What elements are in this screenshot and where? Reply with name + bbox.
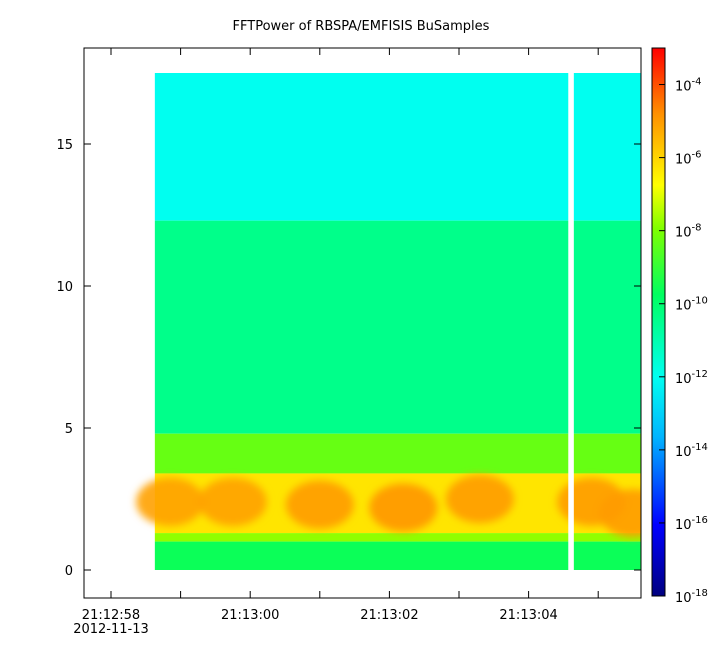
colorbar-ticks: 10-18 10-16 10-14 10-12 10-10 10-8 10-6 10-4 <box>659 77 708 606</box>
colorbar: 10-18 10-16 10-14 10-12 10-10 10-8 10-6 10-4 <box>651 47 708 606</box>
plot-area <box>136 73 641 570</box>
x-tick-label: 21:13:02 <box>360 608 418 623</box>
power-burst <box>198 477 267 526</box>
colorbar-tick-label: 10-14 <box>675 442 708 460</box>
colorbar-tick-label: 10-10 <box>675 296 708 314</box>
power-band <box>154 433 641 474</box>
power-band <box>154 73 641 221</box>
y-tick-label: 10 <box>56 280 73 295</box>
power-burst <box>599 489 641 538</box>
colorbar-tick-label: 10-18 <box>675 588 708 606</box>
colorbar-tick-label: 10-16 <box>675 515 708 533</box>
power-burst <box>445 475 514 523</box>
x-tick-label: 21:13:00 <box>221 608 279 623</box>
x-tick-date-label: 2012-11-13 <box>73 622 149 637</box>
power-burst <box>285 480 354 529</box>
power-band <box>154 533 641 542</box>
y-tick-label: 15 <box>56 138 73 153</box>
power-burst <box>369 483 438 532</box>
colorbar-tick-label: 10-12 <box>675 369 708 387</box>
power-band <box>154 220 641 434</box>
y-tick-label: 0 <box>65 564 73 579</box>
colorbar-tick-label: 10-8 <box>675 223 702 241</box>
y-tick-label: 5 <box>65 422 73 437</box>
power-burst <box>136 477 205 526</box>
data-gap <box>568 73 574 570</box>
colorbar-tick-label: 10-6 <box>675 150 702 168</box>
colorbar-scale <box>651 47 666 597</box>
power-bursts <box>136 475 641 538</box>
x-tick-label: 21:12:58 <box>82 608 140 623</box>
chart-title: FFTPower of RBSPA/EMFISIS BuSamples <box>233 19 490 34</box>
power-bands <box>154 73 641 570</box>
power-band <box>154 541 641 570</box>
x-tick-label: 21:13:04 <box>499 608 557 623</box>
plot-frame <box>83 47 642 599</box>
colorbar-tick-label: 10-4 <box>675 77 702 95</box>
y-axis: 0 5 10 15 <box>56 138 641 579</box>
